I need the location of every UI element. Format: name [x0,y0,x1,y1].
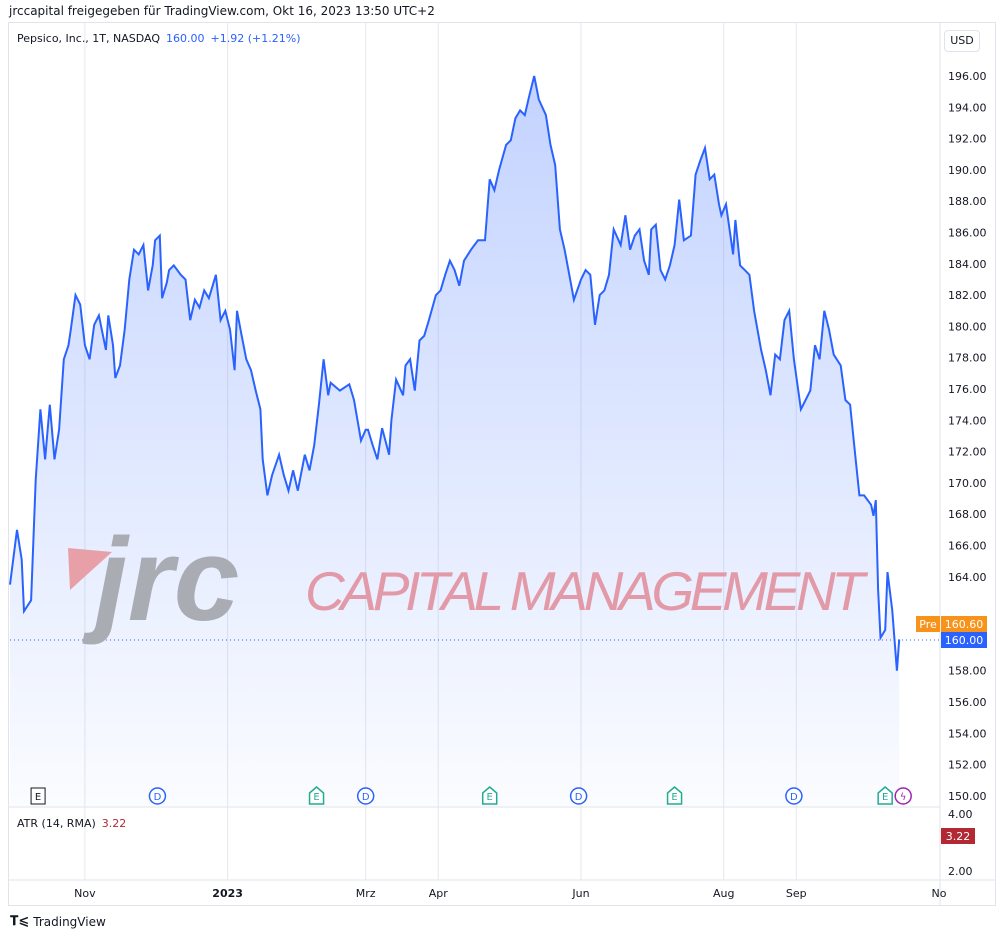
event-letter: D [154,792,162,803]
price-axis-label: 158.00 [948,665,987,678]
price-axis-label: 156.00 [948,696,987,709]
earnings-marker-icon[interactable]: E [308,786,325,805]
atr-value: 3.22 [946,830,971,843]
price-axis-label: 182.00 [948,289,987,302]
event-letter: D [362,792,370,803]
price-axis-label: 186.00 [948,227,987,240]
currency-button[interactable]: USD [944,30,980,52]
dividend-marker-icon[interactable]: D [148,787,167,805]
atr-legend-value: 3.22 [101,817,127,830]
time-axis-label: Aug [713,887,734,900]
last-price-label: 160.00 [941,632,987,648]
event-letter: ϟ [900,792,907,803]
atr-legend[interactable]: ATR (14, RMA) 3.22 [17,817,126,830]
price-axis-label: 170.00 [948,477,987,490]
last-price: 160.00 [166,32,205,45]
earnings-marker-icon[interactable]: E [30,787,46,805]
price-axis-label: 178.00 [948,352,987,365]
price-axis-label: 190.00 [948,164,987,177]
pre-value: 160.60 [945,618,984,631]
tradingview-brand: TradingView [33,914,106,929]
atr-axis-label: 2.00 [948,865,973,878]
pre-market-label: Pre 160.60 [916,616,987,632]
price-axis-label: 180.00 [948,320,987,333]
price-axis-label: 174.00 [948,414,987,427]
dividend-circle [569,787,588,805]
tradingview-logo-icon: 𝐓⩽ [10,914,30,929]
dividend-circle [356,787,375,805]
price-axis-label: 150.00 [948,790,987,803]
event-letter: E [487,792,493,803]
time-axis-label: Jun [571,887,589,900]
earnings-marker-icon[interactable]: E [481,786,498,805]
chart-frame [8,22,996,906]
last-price-value: 160.00 [945,634,984,647]
time-axis-label: Mrz [356,887,376,900]
event-letter: E [313,792,319,803]
price-axis-label: 164.00 [948,571,987,584]
price-line [9,75,901,671]
dividend-marker-icon[interactable]: D [569,787,588,805]
watermark-logo-triangle [68,548,112,590]
price-axis-label: 188.00 [948,195,987,208]
price-area-fill [10,76,900,806]
watermark-text: CAPITAL MANAGEMENT [305,560,868,622]
price-axis-label: 184.00 [948,258,987,271]
time-axis-label: Apr [429,887,449,900]
watermark: jrc CAPITAL MANAGEMENT [68,514,868,646]
atr-value-label: 3.22 [941,828,975,844]
earnings-house [666,786,683,805]
price-axis-label: 168.00 [948,508,987,521]
event-letter: E [35,792,41,803]
event-letter: E [882,792,888,803]
earnings-marker-icon[interactable]: E [877,786,893,805]
event-letter: E [671,792,677,803]
share-caption: jrccapital freigegeben für TradingView.c… [9,4,435,18]
pre-tag: Pre [919,618,937,631]
earnings-box [30,787,46,805]
price-axis-label: 152.00 [948,759,987,772]
tradingview-footer[interactable]: 𝐓⩽ TradingView [10,914,106,929]
price-axis-label: 172.00 [948,446,987,459]
split-marker-icon[interactable]: ϟ [894,787,912,805]
price-axis-label: 194.00 [948,101,987,114]
symbol-name: Pepsico, Inc., 1T, NASDAQ [17,32,161,45]
event-letter: D [575,792,583,803]
watermark-logo: jrc [82,514,239,646]
price-axis-label: 192.00 [948,133,987,146]
price-axis-label: 176.00 [948,383,987,396]
time-axis-label: Nov [74,887,96,900]
dividend-circle [785,787,803,805]
event-letter: D [790,792,798,803]
price-axis-label: 166.00 [948,540,987,553]
earnings-house [877,786,893,805]
earnings-house [308,786,325,805]
time-axis-label: No [931,887,946,900]
dividend-marker-icon[interactable]: D [785,787,803,805]
symbol-legend[interactable]: Pepsico, Inc., 1T, NASDAQ 160.00 +1.92 (+1… [17,32,300,45]
price-axis-label: 154.00 [948,727,987,740]
price-axis-label: 196.00 [948,70,987,83]
time-axis-label: Sep [786,887,807,900]
time-axis-label: 2023 [212,887,243,900]
split-circle [894,787,912,805]
price-change: +1.92 (+1.21%) [210,32,301,45]
earnings-house [481,786,498,805]
earnings-marker-icon[interactable]: E [666,786,683,805]
atr-axis-label: 4.00 [948,808,973,821]
atr-name: ATR (14, RMA) [17,817,96,830]
dividend-circle [148,787,167,805]
dividend-marker-icon[interactable]: D [356,787,375,805]
